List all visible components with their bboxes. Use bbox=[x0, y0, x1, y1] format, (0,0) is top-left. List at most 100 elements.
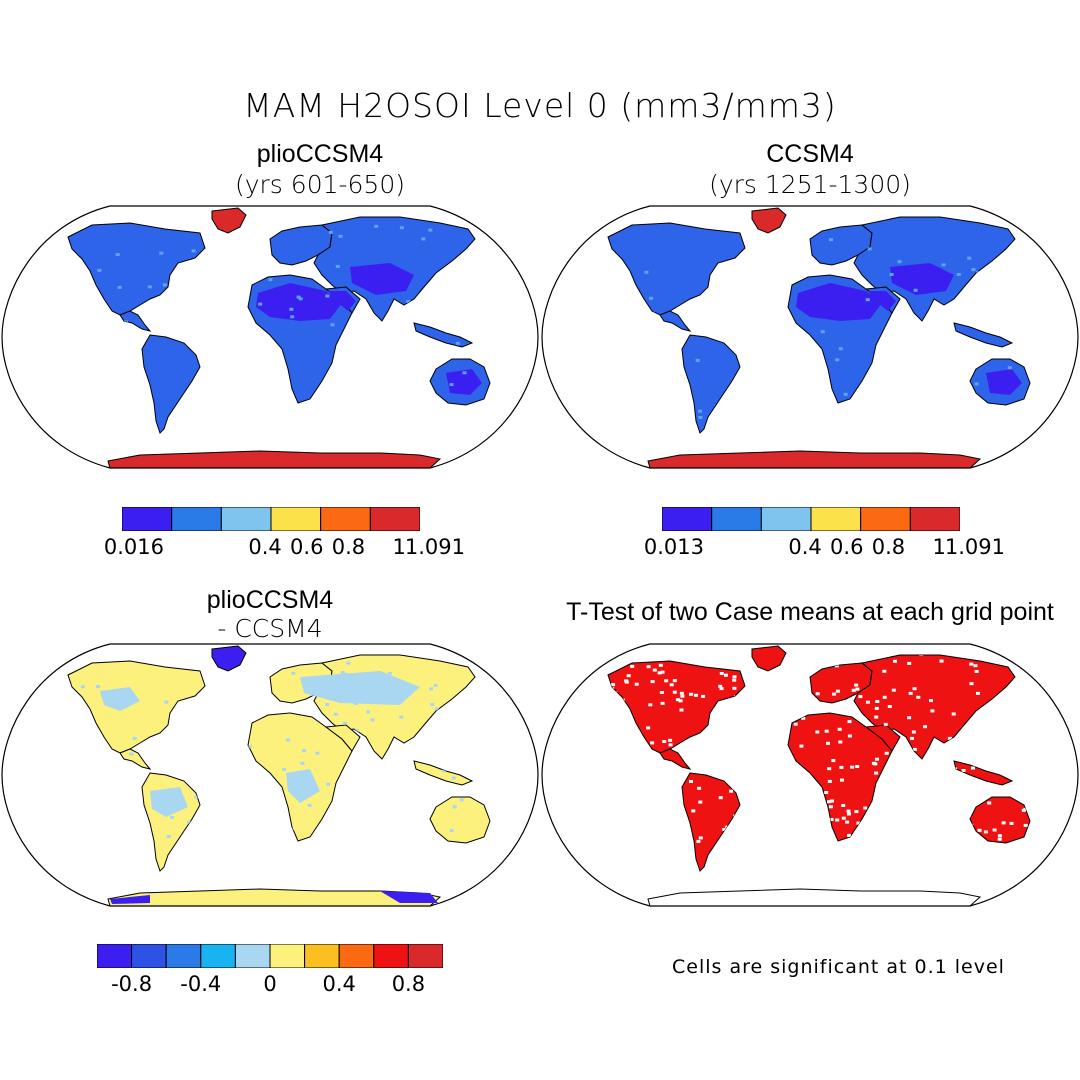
arabia-region bbox=[328, 291, 356, 311]
asia bbox=[853, 654, 1016, 760]
colorbar-tick-label: 0 bbox=[263, 972, 277, 996]
colorbar-box bbox=[234, 944, 271, 968]
colorbar-tick-label: 0.4 bbox=[788, 535, 822, 559]
colorbar-box bbox=[269, 944, 306, 968]
panel-subtitle-diff: - CCSM4 bbox=[217, 614, 323, 643]
arabia-region bbox=[868, 291, 896, 311]
north-america bbox=[67, 660, 206, 754]
colorbar-tick-label: 0.6 bbox=[290, 535, 324, 559]
map-ccsm4 bbox=[541, 205, 1079, 469]
colorbar-tick-label: 0.4 bbox=[322, 972, 356, 996]
colorbar-tick-label: 0.016 bbox=[103, 535, 164, 559]
colorbar-labels-ccsm4: 0.013 0.4 0.6 0.8 1 1.091 bbox=[644, 535, 1005, 561]
colorbar-box bbox=[810, 507, 862, 531]
australia-interior-region bbox=[446, 369, 482, 395]
colorbar-ccsm4 bbox=[662, 507, 960, 531]
central-africa-patch bbox=[286, 769, 320, 803]
panel-title-ttest: T-Test of two Case means at each grid po… bbox=[566, 598, 1054, 626]
colorbar-box bbox=[165, 944, 202, 968]
colorbar-tick-label: 1 bbox=[932, 535, 946, 559]
central-america bbox=[119, 748, 152, 770]
colorbar-box bbox=[270, 507, 322, 531]
greenland bbox=[751, 207, 787, 234]
central-america bbox=[659, 748, 692, 770]
greenland bbox=[211, 645, 247, 672]
colorbar-box bbox=[909, 507, 960, 531]
australia bbox=[429, 796, 491, 844]
colorbar-box bbox=[320, 507, 371, 531]
sahara-region bbox=[796, 283, 882, 321]
canada-patch bbox=[100, 687, 140, 711]
colorbar-box bbox=[373, 944, 409, 968]
colorbar-box bbox=[338, 944, 375, 968]
colorbar-box bbox=[122, 507, 173, 531]
map-diff bbox=[1, 643, 539, 907]
map-land-group bbox=[607, 207, 1031, 468]
colorbar-labels-plio: 0.016 0.4 0.6 0.8 1 1.091 bbox=[104, 535, 465, 561]
antarctica bbox=[647, 450, 982, 468]
central-asia-region bbox=[350, 263, 414, 295]
colorbar-tick-label: 1 bbox=[392, 535, 406, 559]
arabia bbox=[324, 724, 361, 752]
colorbar-labels-diff: -0.8 -0.4 0 0.4 0.8 bbox=[97, 972, 443, 998]
colorbar-box bbox=[200, 944, 236, 968]
colorbar-tick-label: 0.4 bbox=[248, 535, 282, 559]
colorbar-tick-label: 0.8 bbox=[871, 535, 906, 559]
arabia bbox=[864, 724, 901, 752]
map-outline bbox=[541, 205, 1079, 469]
map-outline bbox=[1, 643, 539, 907]
panel-subtitle-plio: (yrs 601-650) bbox=[234, 170, 405, 199]
panel-title-ccsm4: CCSM4 bbox=[766, 140, 854, 168]
maritime-continent bbox=[413, 760, 474, 786]
colorbar-box bbox=[304, 944, 340, 968]
maritime-continent bbox=[953, 322, 1014, 348]
colorbar-tick-label: -0.4 bbox=[180, 972, 222, 996]
colorbar-tick-label: 0.013 bbox=[643, 535, 704, 559]
north-america bbox=[607, 660, 746, 754]
colorbar-diff bbox=[97, 944, 443, 968]
antarctica bbox=[107, 450, 442, 468]
map-outline bbox=[541, 643, 1079, 907]
panel-title-diff: plioCCSM4 bbox=[206, 586, 334, 614]
colorbar-box bbox=[860, 507, 911, 531]
south-america bbox=[141, 334, 201, 434]
figure-title: MAM H2OSOI Level 0 (mm3/mm3) bbox=[243, 86, 837, 125]
colorbar-box bbox=[760, 507, 812, 531]
colorbar-tick-label: 0.8 bbox=[331, 535, 366, 559]
antarctica bbox=[647, 888, 982, 906]
colorbar-tick-label: -0.8 bbox=[111, 972, 153, 996]
colorbar-tick-label: 1.091 bbox=[944, 535, 1005, 559]
central-asia-region bbox=[890, 263, 954, 295]
colorbar-tick-label: 0.6 bbox=[830, 535, 864, 559]
colorbar-box bbox=[171, 507, 222, 531]
east-antarctica-patch bbox=[380, 891, 438, 903]
colorbar-box bbox=[369, 507, 420, 531]
south-america bbox=[681, 772, 741, 872]
maritime-continent bbox=[413, 322, 474, 348]
colorbar-box bbox=[220, 507, 272, 531]
panel-title-plio: plioCCSM4 bbox=[256, 140, 384, 168]
greenland bbox=[211, 207, 247, 234]
amazon-patch bbox=[150, 787, 188, 817]
central-america bbox=[659, 310, 692, 332]
colorbar-tick-label: 0.8 bbox=[391, 972, 426, 996]
panel-subtitle-ccsm4: (yrs 1251-1300) bbox=[709, 170, 911, 199]
eurasia-patch bbox=[300, 671, 420, 705]
map-plio bbox=[1, 205, 539, 469]
colorbar-box bbox=[131, 944, 167, 968]
greenland bbox=[751, 645, 787, 672]
map-land-group bbox=[67, 645, 491, 906]
map-land-group bbox=[67, 207, 491, 468]
colorbar-box bbox=[407, 944, 443, 968]
north-america bbox=[67, 222, 206, 316]
colorbar-box bbox=[711, 507, 762, 531]
colorbar-box bbox=[97, 944, 133, 968]
colorbar-plio bbox=[122, 507, 420, 531]
west-antarctica-patch bbox=[110, 895, 150, 904]
colorbar-tick-label: 1.091 bbox=[404, 535, 465, 559]
north-america bbox=[607, 222, 746, 316]
map-outline bbox=[1, 205, 539, 469]
map-ttest bbox=[541, 643, 1079, 907]
sahara-region bbox=[256, 283, 342, 321]
australia-interior-region bbox=[986, 369, 1022, 395]
